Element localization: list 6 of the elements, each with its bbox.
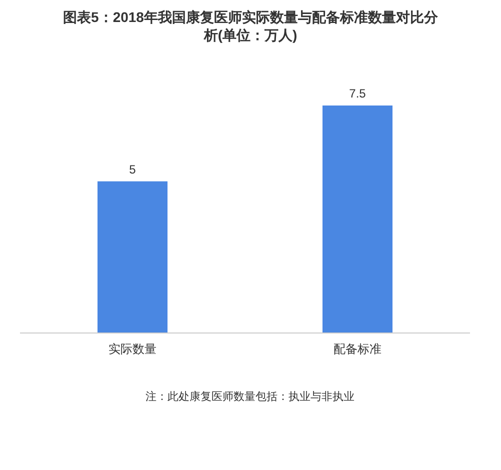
x-tick-label: 配备标准 — [334, 342, 382, 356]
text: 注：此处康复医师数量包括：执业与非执业 — [146, 390, 354, 403]
data-label: 5 — [129, 162, 136, 176]
x-tick-label: 实际数量 — [108, 342, 156, 356]
chart-title: 图表5：2018年我国康复医师实际数量与配备标准数量对比分析(单位：万人) — [62, 8, 439, 44]
data-label: 7.5 — [349, 86, 366, 100]
